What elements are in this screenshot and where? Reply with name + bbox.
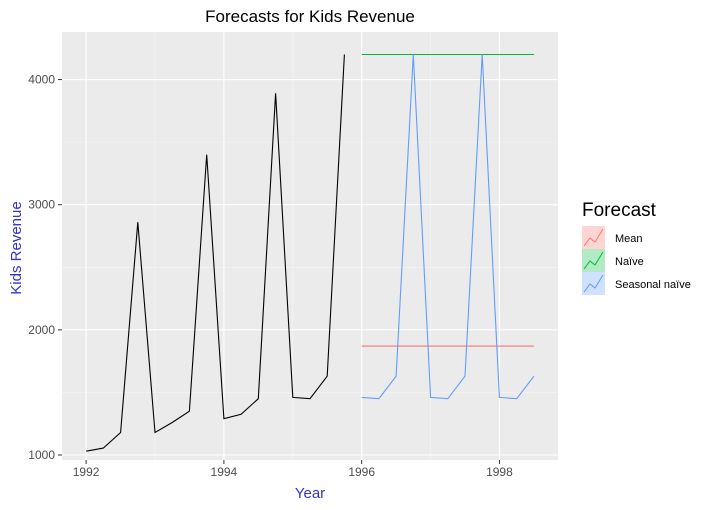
- legend-item: Mean: [582, 226, 643, 249]
- chart-title: Forecasts for Kids Revenue: [205, 7, 415, 26]
- legend-key: [582, 272, 605, 295]
- legend-label: Naïve: [615, 256, 644, 268]
- legend-item: Naïve: [582, 249, 644, 272]
- legend-key-line: [583, 228, 604, 247]
- x-tick-label: 1996: [348, 465, 375, 479]
- y-tick-label: 1000: [28, 448, 55, 462]
- history-line: [86, 54, 345, 452]
- legend-key-line: [583, 274, 604, 293]
- x-tick-label: 1994: [211, 465, 238, 479]
- series-lines: [86, 53, 535, 452]
- legend-key: [582, 226, 605, 249]
- legend-items: Mean Naïve Seasonal naïve: [582, 226, 691, 295]
- y-axis: 1000 2000 3000 4000: [28, 73, 62, 462]
- legend-title: Forecast: [582, 200, 657, 221]
- legend-item: Seasonal naïve: [582, 272, 691, 295]
- forecast-line-2: [361, 54, 535, 400]
- y-tick-label: 3000: [28, 198, 55, 212]
- x-axis-title: Year: [295, 485, 325, 502]
- plot-panel: [62, 32, 558, 460]
- x-axis: 1992 1994 1996 1998: [73, 460, 513, 479]
- legend-key: [582, 249, 605, 272]
- y-tick-label: 4000: [28, 73, 55, 87]
- legend: Forecast Mean Naïve Seasonal naïve: [582, 200, 691, 295]
- y-tick-label: 2000: [28, 323, 55, 337]
- legend-label: Mean: [615, 233, 643, 245]
- minor-gridlines: [62, 32, 558, 460]
- legend-label: Seasonal naïve: [615, 279, 691, 291]
- legend-key-line: [583, 251, 604, 270]
- x-tick-label: 1998: [486, 465, 513, 479]
- y-axis-title: Kids Revenue: [8, 201, 25, 294]
- x-tick-label: 1992: [73, 465, 100, 479]
